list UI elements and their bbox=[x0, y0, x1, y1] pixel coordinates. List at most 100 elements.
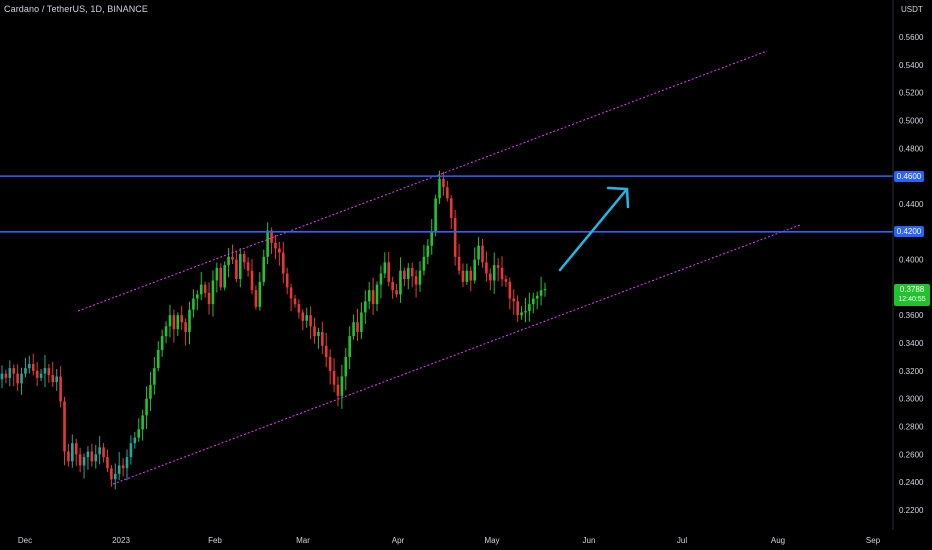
candle-body[interactable] bbox=[360, 312, 363, 332]
upper-channel-line[interactable] bbox=[77, 50, 768, 312]
candle-body[interactable] bbox=[110, 468, 113, 480]
price-axis[interactable]: 0.5600 0.5400 0.5200 0.5000 0.4800 0.4400 0.40… bbox=[899, 33, 924, 515]
candle-body[interactable] bbox=[39, 373, 43, 378]
candle-body[interactable] bbox=[238, 254, 242, 280]
candle-body[interactable] bbox=[125, 457, 129, 469]
candle-body[interactable] bbox=[531, 298, 535, 305]
candle-body[interactable] bbox=[223, 265, 226, 288]
candle-body[interactable] bbox=[207, 292, 211, 305]
candle-body[interactable] bbox=[86, 451, 90, 458]
candle-body[interactable] bbox=[12, 368, 16, 374]
candle-body[interactable] bbox=[0, 373, 4, 380]
candle-body[interactable] bbox=[196, 294, 199, 299]
candle-body[interactable] bbox=[492, 265, 496, 281]
candle-body[interactable] bbox=[266, 230, 269, 257]
candle-body[interactable] bbox=[465, 270, 469, 282]
candle-body[interactable] bbox=[512, 298, 516, 302]
candle-body[interactable] bbox=[477, 245, 480, 260]
candle-body[interactable] bbox=[270, 230, 273, 243]
candle-body[interactable] bbox=[156, 350, 160, 369]
candle-body[interactable] bbox=[285, 273, 289, 288]
candle-body[interactable] bbox=[67, 451, 70, 462]
candle-body[interactable] bbox=[340, 376, 344, 396]
candle-body[interactable] bbox=[94, 454, 98, 462]
candle-body[interactable] bbox=[438, 178, 441, 199]
candle-body[interactable] bbox=[301, 312, 305, 321]
candle-body[interactable] bbox=[184, 322, 187, 332]
candle-body[interactable] bbox=[446, 187, 449, 199]
candle-body[interactable] bbox=[520, 312, 523, 316]
time-axis[interactable]: Dec 2023 Feb Mar Apr May Jun Jul Aug Sep bbox=[18, 536, 881, 545]
candle-body[interactable] bbox=[262, 256, 266, 282]
candle-body[interactable] bbox=[43, 368, 47, 374]
candle-body[interactable] bbox=[149, 384, 152, 399]
up-arrow-annotation[interactable] bbox=[558, 186, 630, 272]
candle-body[interactable] bbox=[524, 311, 527, 313]
candle-body[interactable] bbox=[121, 465, 125, 469]
candle-body[interactable] bbox=[278, 248, 281, 253]
candle-body[interactable] bbox=[78, 454, 82, 466]
candle-body[interactable] bbox=[102, 447, 105, 458]
candle-body[interactable] bbox=[367, 290, 371, 302]
candle-body[interactable] bbox=[281, 252, 285, 274]
candle-body[interactable] bbox=[141, 415, 144, 430]
candle-body[interactable] bbox=[391, 281, 394, 291]
candle-body[interactable] bbox=[449, 198, 453, 218]
candle-body[interactable] bbox=[414, 276, 418, 285]
candle-body[interactable] bbox=[35, 370, 39, 378]
candle-body[interactable] bbox=[137, 429, 141, 438]
candle-body[interactable] bbox=[199, 284, 203, 295]
candle-body[interactable] bbox=[321, 331, 324, 346]
candle-body[interactable] bbox=[535, 295, 539, 299]
candle-body[interactable] bbox=[309, 315, 312, 327]
candle-body[interactable] bbox=[51, 375, 55, 383]
candle-body[interactable] bbox=[504, 279, 508, 282]
candle-body[interactable] bbox=[59, 376, 62, 402]
candle-body[interactable] bbox=[344, 356, 348, 377]
candle-body[interactable] bbox=[188, 309, 191, 332]
candle-body[interactable] bbox=[71, 443, 74, 462]
candle-body[interactable] bbox=[289, 287, 293, 299]
candle-body[interactable] bbox=[457, 256, 461, 271]
candle-body[interactable] bbox=[395, 290, 398, 295]
candle-body[interactable] bbox=[160, 336, 164, 351]
candle-body[interactable] bbox=[418, 270, 422, 285]
candle-body[interactable] bbox=[313, 326, 316, 337]
candle-body[interactable] bbox=[481, 245, 484, 263]
candle-body[interactable] bbox=[364, 301, 367, 313]
candle-body[interactable] bbox=[399, 270, 402, 295]
candle-body[interactable] bbox=[4, 373, 8, 378]
candle-body[interactable] bbox=[442, 178, 445, 188]
candle-body[interactable] bbox=[254, 290, 258, 307]
candle-body[interactable] bbox=[63, 401, 66, 452]
candle-body[interactable] bbox=[496, 265, 500, 268]
candle-body[interactable] bbox=[164, 326, 168, 337]
candle-body[interactable] bbox=[172, 315, 176, 330]
candle-body[interactable] bbox=[227, 256, 230, 266]
candle-body[interactable] bbox=[543, 289, 547, 291]
candle-body[interactable] bbox=[426, 245, 430, 257]
candle-body[interactable] bbox=[387, 262, 391, 282]
candle-body[interactable] bbox=[297, 304, 301, 313]
candle-body[interactable] bbox=[55, 376, 58, 383]
candle-body[interactable] bbox=[508, 281, 512, 299]
candle-body[interactable] bbox=[317, 331, 320, 337]
candle-body[interactable] bbox=[422, 256, 426, 271]
candle-body[interactable] bbox=[28, 363, 31, 369]
candle-body[interactable] bbox=[242, 254, 246, 263]
candle-body[interactable] bbox=[324, 345, 328, 357]
candle-body[interactable] bbox=[485, 262, 488, 274]
candle-body[interactable] bbox=[336, 384, 340, 396]
candle-body[interactable] bbox=[379, 273, 383, 285]
candle-body[interactable] bbox=[528, 304, 531, 312]
candle-body[interactable] bbox=[106, 457, 109, 469]
candle-body[interactable] bbox=[176, 315, 180, 330]
candle-body[interactable] bbox=[129, 443, 133, 458]
candle-body[interactable] bbox=[211, 280, 215, 305]
candle-body[interactable] bbox=[473, 259, 476, 281]
candle-body[interactable] bbox=[145, 398, 148, 416]
candle-body[interactable] bbox=[539, 290, 543, 296]
candle-body[interactable] bbox=[117, 465, 121, 474]
candle-body[interactable] bbox=[113, 473, 117, 480]
candle-body[interactable] bbox=[332, 370, 336, 385]
